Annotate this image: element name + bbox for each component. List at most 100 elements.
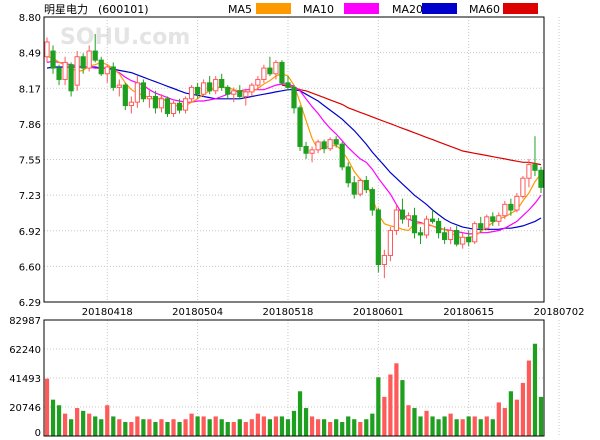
price-tick-label: 6.92 <box>19 227 41 238</box>
candle-up <box>460 236 466 245</box>
volume-tick-label: 82987 <box>9 316 41 327</box>
candle-down <box>303 145 309 154</box>
candle-down <box>333 139 339 145</box>
volume-bar-down <box>376 377 381 436</box>
volume-bar-up <box>147 419 152 436</box>
candle-up <box>448 229 454 241</box>
volume-bar-up <box>213 416 218 436</box>
volume-bar-up <box>496 402 501 436</box>
candle-down <box>279 61 285 84</box>
candle-up <box>104 66 110 75</box>
date-tick-label: 20180518 <box>263 307 314 318</box>
candle-up <box>201 82 207 95</box>
candle-down <box>339 143 345 168</box>
legend-label-ma60: MA60 <box>469 3 500 16</box>
candle-down <box>92 50 98 61</box>
candle-up <box>496 215 502 222</box>
candle-up <box>44 41 50 58</box>
price-y-axis: 8.80 8.49 8.17 7.86 7.55 7.23 6.92 6.60 6.29 <box>19 13 41 309</box>
legend-swatch-ma5 <box>256 3 291 14</box>
volume-bar-down <box>207 419 212 436</box>
candle-up <box>213 78 219 92</box>
candle-up <box>243 91 249 97</box>
price-tick-label: 7.23 <box>19 191 41 202</box>
volume-bar-down <box>346 416 351 436</box>
candle-down <box>321 141 327 150</box>
volume-bar-down <box>111 416 116 436</box>
stock-code: (600101) <box>98 3 149 16</box>
volume-bar-down <box>195 416 200 436</box>
volume-bar-down <box>370 413 375 436</box>
volume-bar-down <box>466 416 471 436</box>
candle-up <box>472 223 478 243</box>
volume-tick-label: 62240 <box>9 345 41 356</box>
candle-down <box>417 232 424 236</box>
candle-down <box>508 203 514 211</box>
volume-bar-up <box>382 396 387 436</box>
chart-header: 明星电力 (600101) MA5 MA10 MA20 MA60 <box>44 3 538 16</box>
candle-down <box>466 236 472 243</box>
candle-up <box>146 95 153 100</box>
volume-bar-down <box>454 419 459 436</box>
candle-up <box>128 101 134 107</box>
volume-panel-frame <box>43 319 545 437</box>
candle-down <box>176 102 183 111</box>
price-tick-label: 6.29 <box>19 298 41 309</box>
volume-bar-down <box>165 422 170 436</box>
candle-down <box>291 86 297 109</box>
candle-down <box>435 220 442 234</box>
volume-bar-up <box>255 413 260 436</box>
candle-down <box>351 182 357 195</box>
candle-down <box>122 84 128 107</box>
volume-bar-down <box>478 419 483 436</box>
volume-bar-down <box>279 416 285 436</box>
candle-down <box>56 67 62 80</box>
candle-up <box>520 177 526 197</box>
candle-down <box>225 86 231 95</box>
volume-bar-down <box>81 410 86 436</box>
candle-up <box>249 84 255 93</box>
volume-bar-down <box>340 422 345 436</box>
candle-down <box>375 209 381 266</box>
volume-bar-down <box>400 380 405 436</box>
volume-bar-up <box>328 422 333 436</box>
candle-down <box>345 166 351 184</box>
volume-tick-label: 41493 <box>9 374 41 385</box>
volume-bar-up <box>249 419 254 436</box>
legend-swatch-ma20 <box>422 3 457 14</box>
candle-up <box>255 78 261 86</box>
volume-bar-down <box>123 422 128 436</box>
volume-y-axis: 82987 62240 41493 20746 0 <box>9 316 41 439</box>
candle-up <box>134 82 140 103</box>
candle-down <box>140 82 147 100</box>
volume-tick-label: 20746 <box>9 403 41 414</box>
candle-up <box>381 254 387 266</box>
volume-bar-up <box>183 419 188 436</box>
candle-up <box>182 98 189 111</box>
candle-down <box>98 59 104 75</box>
date-tick-label: 20180504 <box>172 307 223 318</box>
candle-down <box>68 64 74 92</box>
candle-down <box>441 232 448 241</box>
candle-down <box>363 180 369 191</box>
volume-bar-up <box>273 416 279 436</box>
candle-down <box>152 95 159 109</box>
volume-bar-up <box>44 378 50 436</box>
candle-up <box>62 61 68 80</box>
candle-down <box>399 209 406 220</box>
ma60-line <box>281 84 542 166</box>
volume-bar-up <box>388 374 393 436</box>
candle-up <box>502 203 508 217</box>
volume-bar-up <box>406 405 411 436</box>
volume-bar-up <box>135 416 140 436</box>
volume-bar-up <box>502 408 507 436</box>
date-tick-label: 20180601 <box>353 307 404 318</box>
candle-up <box>315 141 321 151</box>
volume-bar-down <box>334 419 339 436</box>
volume-bar-up <box>117 419 122 436</box>
volume-bar-up <box>62 413 68 436</box>
volume-bar-down <box>532 343 538 436</box>
price-tick-label: 8.80 <box>19 13 41 24</box>
stock-name: 明星电力 <box>44 3 88 16</box>
volume-bar-down <box>430 416 435 436</box>
